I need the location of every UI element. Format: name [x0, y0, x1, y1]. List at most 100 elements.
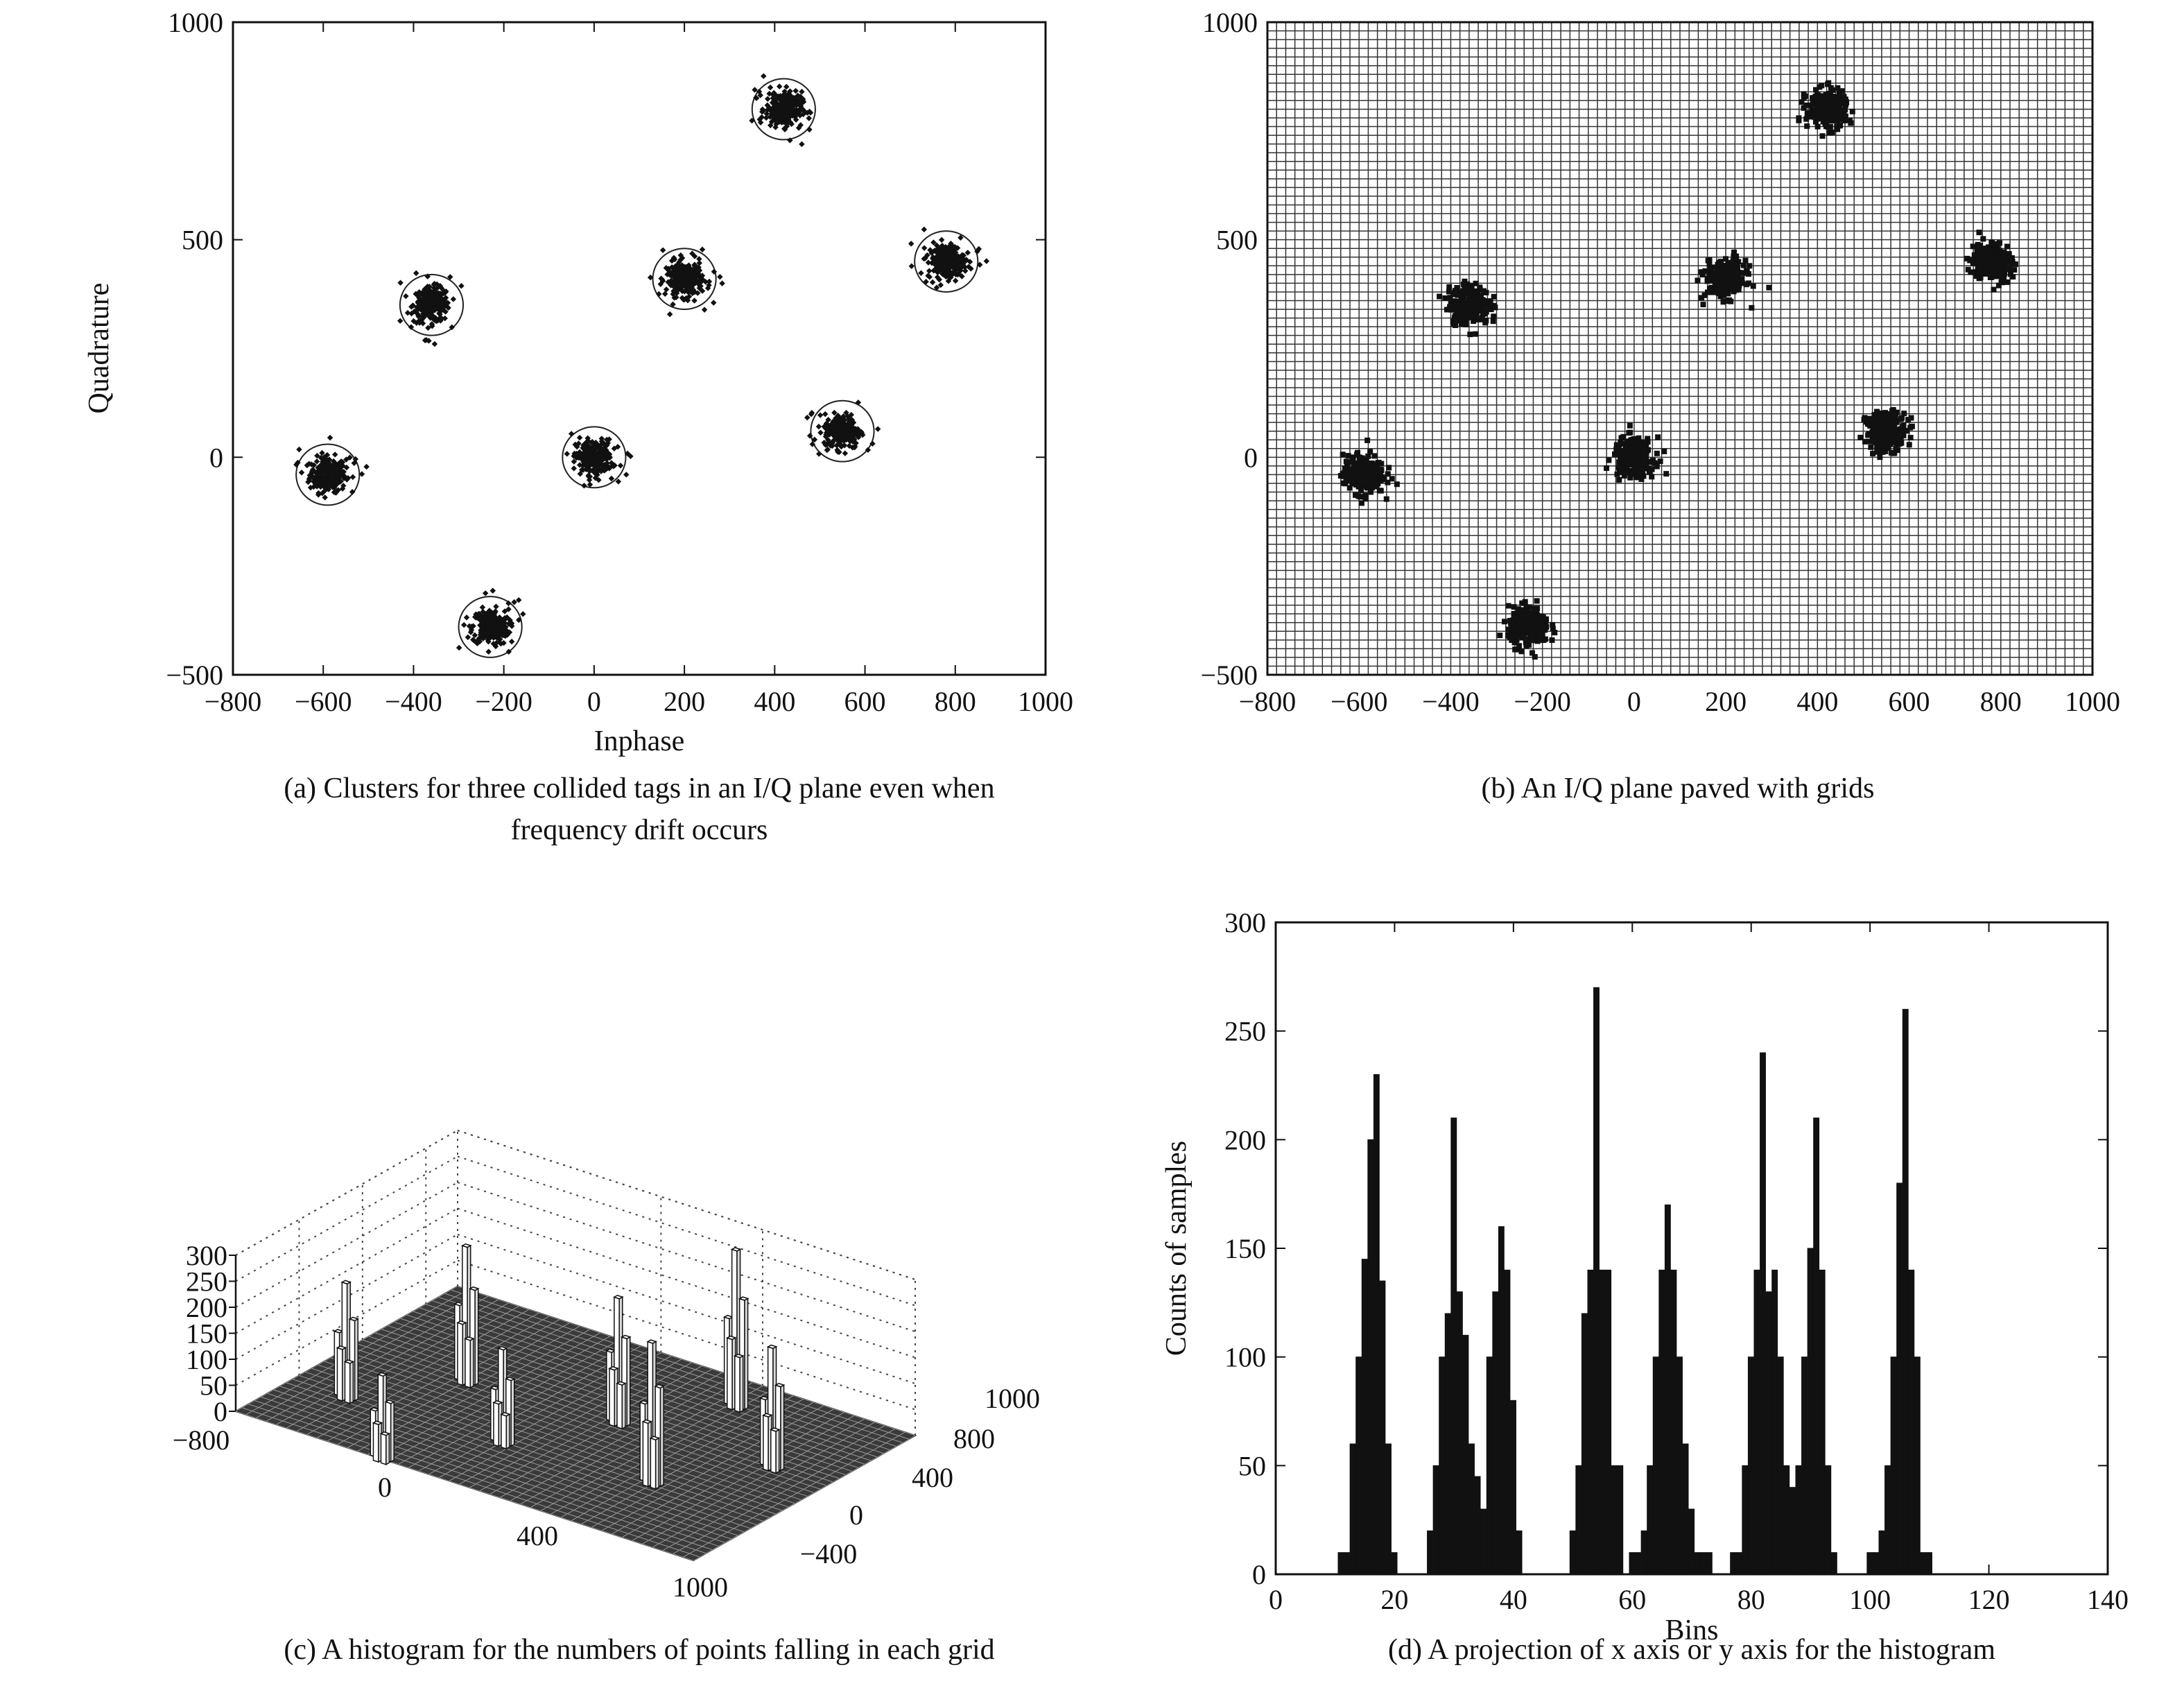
- panel-c-xtick-label: −800: [173, 1424, 230, 1456]
- panel-b-point: [1518, 648, 1525, 655]
- panel-b-point: [1891, 431, 1897, 438]
- panel-b-point: [1520, 608, 1527, 614]
- panel-b-point: [1358, 467, 1364, 474]
- panel-a-point: [831, 437, 837, 444]
- panel-a-point: [684, 297, 691, 304]
- panel-d-bar: [1664, 1204, 1671, 1575]
- panel-b-point: [1835, 126, 1841, 132]
- panel-b-point: [1631, 464, 1638, 470]
- panel-d-bar: [1902, 1008, 1909, 1575]
- panel-c-floor-mesh: [261, 1396, 719, 1547]
- panel-b-point: [1497, 632, 1503, 639]
- panel-d-bar: [1676, 1357, 1683, 1575]
- panel-d-bar: [1504, 1269, 1511, 1575]
- panel-b-point: [1638, 439, 1644, 445]
- panel-b-point: [1515, 621, 1521, 627]
- panel-a-xtick-label: −200: [475, 686, 532, 717]
- panel-a-point: [921, 255, 928, 262]
- panel-b-point: [1529, 650, 1535, 656]
- panel-b-point: [1369, 464, 1375, 470]
- panel-b-point: [1477, 284, 1483, 291]
- panel-b-point: [1640, 445, 1647, 451]
- panel-a-point: [503, 630, 510, 636]
- panel-b-point: [1462, 289, 1468, 295]
- panel-b-point: [1861, 417, 1867, 423]
- panel-b-point: [1516, 610, 1523, 616]
- panel-c-xtick-label: 1000: [673, 1571, 728, 1603]
- panel-a-point: [706, 278, 713, 285]
- panel-b-point: [1820, 103, 1826, 109]
- panel-b-point: [1633, 474, 1639, 481]
- panel-b-point: [1717, 259, 1724, 265]
- panel-c-floor-mesh: [266, 1295, 489, 1422]
- panel-c-floor-mesh: [449, 1355, 672, 1481]
- panel-c-bar-side: [469, 1337, 474, 1389]
- panel-d-bar: [1367, 1139, 1374, 1575]
- panel-c-floor-mesh: [337, 1354, 795, 1504]
- panel-d-ytick-label: 250: [1224, 1016, 1266, 1047]
- panel-d-bar: [1652, 1357, 1659, 1575]
- panel-c-bar-top: [774, 1382, 786, 1388]
- panel-a-outlier: [710, 300, 717, 306]
- panel-b-point: [1663, 471, 1670, 477]
- panel-b-point: [1898, 440, 1905, 446]
- panel-b-point: [1716, 290, 1722, 296]
- panel-c-floor-mesh: [273, 1389, 732, 1540]
- panel-b-point: [1735, 281, 1742, 287]
- panel-c-ytick-label: 800: [953, 1423, 995, 1454]
- panel-a-point: [491, 610, 498, 617]
- panel-b-point: [1518, 617, 1525, 623]
- panel-c-floor-mesh: [406, 1314, 865, 1465]
- panel-c-bar: [464, 1336, 475, 1389]
- panel-c-ytick-label: 1000: [985, 1383, 1040, 1414]
- panel-b-point: [1715, 284, 1722, 290]
- panel-b-point: [1870, 422, 1876, 429]
- panel-a-outlier: [568, 431, 575, 437]
- panel-b-point: [1342, 469, 1348, 475]
- panel-c-floor-mesh: [306, 1309, 529, 1435]
- panel-b-point: [1903, 428, 1909, 434]
- panel-b-point: [1796, 117, 1802, 123]
- panel-b-point: [1971, 252, 1977, 258]
- panel-b-point: [1533, 621, 1539, 628]
- panel-c-bar-side: [510, 1377, 515, 1447]
- panel-b-point: [1821, 97, 1828, 103]
- panel-b-point: [1447, 304, 1453, 310]
- panel-a-point: [647, 274, 654, 281]
- panel-b-point: [1385, 471, 1391, 477]
- panel-a-point: [675, 259, 682, 266]
- panel-b-point: [1731, 279, 1737, 286]
- panel-a-point: [334, 474, 341, 480]
- panel-d-ytick-label: 50: [1238, 1450, 1266, 1481]
- panel-d-bar: [1647, 1465, 1654, 1575]
- panel-a-point: [833, 442, 840, 449]
- panel-c-bar-top: [725, 1335, 737, 1341]
- panel-b-cluster: [1695, 249, 1772, 311]
- panel-b-point: [1368, 489, 1374, 495]
- panel-a-point: [926, 268, 933, 274]
- panel-d-xtick-label: 20: [1380, 1584, 1408, 1615]
- panel-c-bar-side: [655, 1437, 659, 1490]
- panel-c-floor-mesh: [500, 1372, 722, 1498]
- panel-a-point: [493, 603, 499, 610]
- panel-a-point: [824, 446, 831, 453]
- panel-b-point: [1628, 471, 1634, 477]
- panel-b-point: [1997, 251, 2003, 257]
- panel-b-xtick-label: −200: [1514, 686, 1571, 717]
- panel-a-point: [470, 637, 476, 643]
- panel-a-point: [952, 249, 959, 256]
- panel-b-point: [2000, 259, 2006, 265]
- panel-a-point: [944, 261, 951, 268]
- panel-b-point: [1884, 420, 1890, 427]
- panel-c-caption: (c) A histogram for the numbers of point…: [284, 1634, 994, 1666]
- panel-a-point: [851, 443, 858, 449]
- panel-b-point: [1888, 422, 1894, 429]
- panel-d-bar: [1337, 1552, 1344, 1575]
- panel-b-point: [1530, 626, 1536, 632]
- panel-d-bar: [1742, 1465, 1749, 1575]
- panel-b-point: [1376, 460, 1382, 466]
- panel-a-outlier: [505, 648, 512, 655]
- panel-c-floor-mesh: [408, 1342, 631, 1468]
- panel-b-point: [1619, 451, 1625, 458]
- panel-b-point: [1823, 110, 1829, 117]
